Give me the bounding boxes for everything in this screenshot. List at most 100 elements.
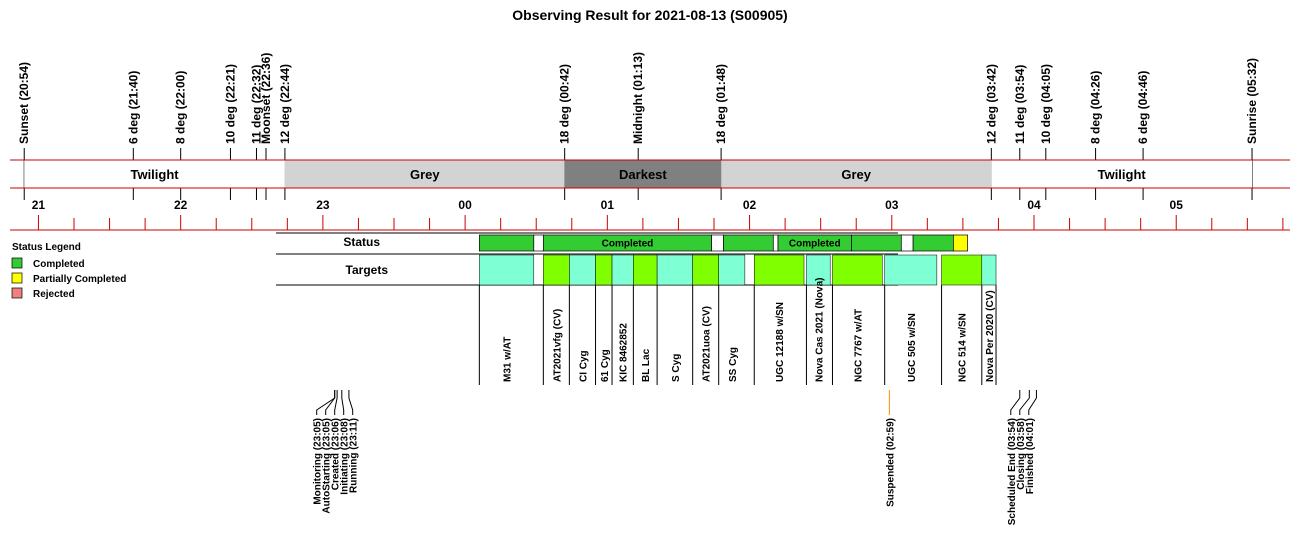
target-label-kic-8462852: KIC 8462852 — [619, 323, 630, 382]
hour-axis-layer: 21 22 23 00 01 02 03 04 05 — [10, 198, 1290, 231]
status-segment-label-6: Completed — [789, 239, 841, 250]
target-label-ss-cyg: SS Cyg — [728, 347, 739, 382]
event-leader-4 — [348, 390, 354, 415]
sky-bands-layer: Twilight Grey Darkest Grey Twilight — [10, 159, 1290, 189]
target-block-ugc-12188-w-sn — [753, 254, 805, 286]
event-label-monitoring-23-05: Monitoring (23:05) — [313, 418, 324, 505]
event-label-created-23-06: Created (23:06) — [331, 418, 342, 490]
target-block-kic-8462852 — [611, 254, 634, 286]
target-label-m31-w-at: M31 w/AT — [503, 337, 514, 382]
events-layer: Monitoring (23:05)AutoStarting (23:05)Cr… — [313, 390, 1037, 525]
target-block-61-cyg — [595, 254, 613, 286]
status-row: Status Completed Completed — [276, 232, 968, 286]
target-label-at2021uoa-cv: AT2021uoa (CV) — [702, 306, 713, 382]
legend-title: Status Legend — [12, 242, 81, 253]
sky-band-darkest-2 — [564, 160, 722, 188]
legend-label-rejected: Rejected — [33, 289, 75, 300]
target-block-bl-lac — [633, 254, 658, 286]
sun-event-label-6-deg-04-46: 6 deg (04:46) — [1136, 71, 1150, 144]
status-row-label: Status — [343, 235, 380, 249]
target-block-nova-per-2020-cv — [981, 254, 997, 286]
sun-event-label-11-deg-03-54: 11 deg (03:54) — [1013, 65, 1027, 144]
event-leader-3 — [341, 390, 345, 415]
sky-band-twilight-4 — [991, 160, 1253, 188]
target-block-nova-cas-2021-nova — [806, 254, 831, 286]
legend-label-completed: Completed — [33, 259, 85, 270]
hour-tick-label-01: 01 — [601, 198, 615, 212]
status-segment-3 — [711, 234, 724, 252]
status-segment-5 — [772, 234, 779, 252]
event-label-suspended-02-59: Suspended (02:59) — [885, 418, 896, 507]
target-label-ngc-514-w-sn: NGC 514 w/SN — [958, 313, 969, 382]
status-segment-4 — [723, 234, 774, 252]
sun-event-label-8-deg-04-26: 8 deg (04:26) — [1089, 71, 1103, 144]
sun-event-label-10-deg-22-21: 10 deg (22:21) — [223, 64, 237, 144]
sun-event-label-12-deg-03-42: 12 deg (03:42) — [984, 64, 998, 144]
event-leader-2 — [334, 390, 338, 415]
target-block-ci-cyg — [569, 254, 596, 286]
sky-band-grey-3 — [721, 160, 992, 188]
sun-event-label-18-deg-01-48: 18 deg (01:48) — [714, 64, 728, 144]
sun-events-layer: Sunset (20:54) 6 deg (21:40) 8 deg (22:00)… — [17, 52, 1259, 200]
hour-tick-label-00: 00 — [458, 198, 472, 212]
sky-band-grey-1 — [284, 160, 565, 188]
status-segment-8 — [900, 234, 914, 252]
event-leader-8 — [1028, 390, 1037, 415]
event-label-initiating-23-08: Initiating (23:08) — [340, 418, 351, 495]
target-label-nova-cas-2021-nova: Nova Cas 2021 (Nova) — [814, 278, 825, 383]
event-label-finished-04-01: Finished (04:01) — [1025, 418, 1036, 494]
sun-event-label-midnight-01-13: Midnight (01:13) — [631, 52, 645, 144]
legend-swatch-rejected — [11, 287, 23, 299]
sun-event-label-18-deg-00-42: 18 deg (00:42) — [558, 64, 572, 144]
target-block-m31-w-at — [479, 254, 535, 286]
status-segment-1 — [533, 234, 544, 252]
targets-row-label: Targets — [346, 263, 389, 277]
event-label-running-23-11: Running (23:11) — [349, 418, 360, 493]
target-label-nova-per-2020-cv: Nova Per 2020 (CV) — [985, 290, 996, 382]
target-label-ugc-12188-w-sn: UGC 12188 w/SN — [775, 302, 786, 382]
target-label-ugc-505-w-sn: UGC 505 w/SN — [907, 313, 918, 382]
sun-event-label-10-deg-04-05: 10 deg (04:05) — [1039, 64, 1053, 144]
hour-tick-label-22: 22 — [174, 198, 188, 212]
target-label-ngc-7767-w-at: NGC 7767 w/AT — [853, 309, 864, 382]
status-segment-7 — [851, 234, 902, 252]
hour-tick-label-02: 02 — [743, 198, 757, 212]
hour-tick-label-23: 23 — [316, 198, 330, 212]
event-label-closing-03-58: Closing (03:58) — [1016, 418, 1027, 490]
target-block-ngc-514-w-sn — [941, 254, 983, 286]
event-label-autostarting-23-05: AutoStarting (23:05) — [322, 418, 333, 514]
target-block-ugc-505-w-sn — [884, 254, 938, 286]
sun-event-label-sunrise-05-32: Sunrise (05:32) — [1245, 58, 1259, 144]
sky-band-label-darkest-2: Darkest — [619, 167, 667, 182]
hour-tick-label-03: 03 — [885, 198, 899, 212]
sky-band-label-twilight-0: Twilight — [130, 167, 179, 182]
hour-tick-label-04: 04 — [1027, 198, 1041, 212]
sun-event-label-8-deg-22-00: 8 deg (22:00) — [174, 71, 188, 144]
target-block-at2021vfg-cv — [543, 254, 570, 286]
sun-event-label-11-deg-22-32: 11 deg (22:32) — [249, 65, 263, 144]
event-label-scheduled-end-03-54: Scheduled End (03:54) — [1007, 418, 1018, 525]
legend-label-partially-completed: Partially Completed — [33, 274, 126, 285]
legend-swatch-partially-completed — [11, 272, 23, 284]
target-block-s-cyg — [656, 254, 693, 286]
sun-event-label-6-deg-21-40: 6 deg (21:40) — [126, 71, 140, 144]
target-label-at2021vfg-cv: AT2021vfg (CV) — [552, 309, 563, 382]
target-label-ci-cyg: CI Cyg — [578, 350, 589, 382]
sun-event-label-12-deg-22-44: 12 deg (22:44) — [278, 64, 292, 144]
target-label-s-cyg: S Cyg — [671, 354, 682, 382]
sky-band-label-twilight-4: Twilight — [1098, 167, 1147, 182]
event-leader-6 — [1010, 390, 1021, 415]
sky-band-twilight-0 — [24, 160, 285, 188]
event-leader-1 — [325, 390, 336, 415]
sky-band-label-grey-3: Grey — [841, 167, 871, 182]
status-legend: Status Legend Completed Partially Complet… — [11, 242, 126, 300]
target-label-bl-lac: BL Lac — [641, 348, 652, 382]
target-block-ss-cyg — [718, 254, 746, 286]
hour-tick-label-21: 21 — [32, 198, 46, 212]
status-segment-label-2: Completed — [602, 239, 654, 250]
sun-event-label-sunset-20-54: Sunset (20:54) — [17, 62, 31, 144]
hour-tick-label-05: 05 — [1170, 198, 1184, 212]
target-block-ngc-7767-w-at — [832, 254, 883, 286]
status-segment-9 — [912, 234, 954, 252]
